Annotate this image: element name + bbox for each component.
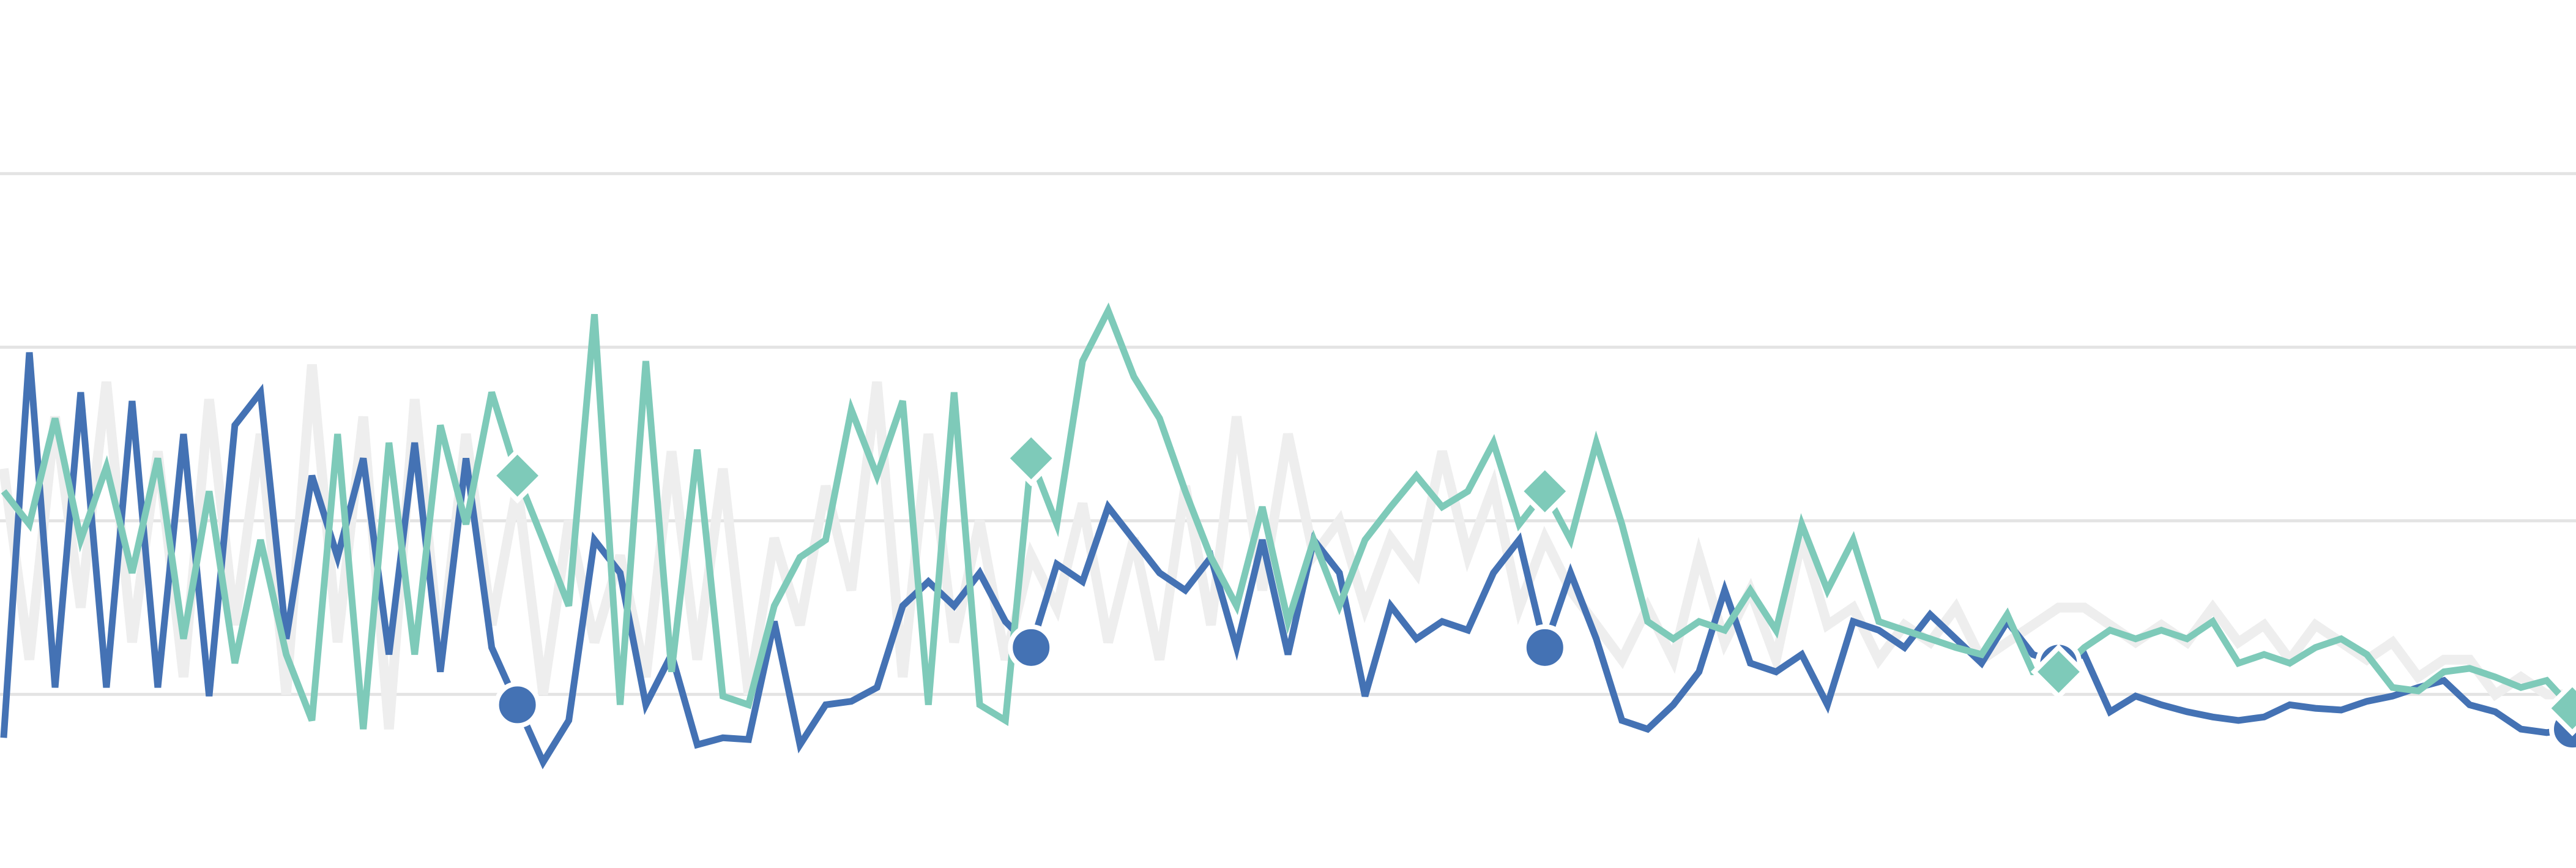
- marker: [2030, 643, 2087, 700]
- marker: [1521, 624, 1568, 671]
- marker: [1008, 624, 1055, 671]
- marker: [494, 681, 541, 728]
- series-line: [1, 302, 2575, 730]
- marker: [1003, 430, 1059, 487]
- marker: [489, 447, 546, 504]
- series-line: [0, 352, 2573, 769]
- series-line: [0, 364, 2572, 730]
- marker: [1517, 463, 1573, 520]
- marker: [2544, 680, 2576, 736]
